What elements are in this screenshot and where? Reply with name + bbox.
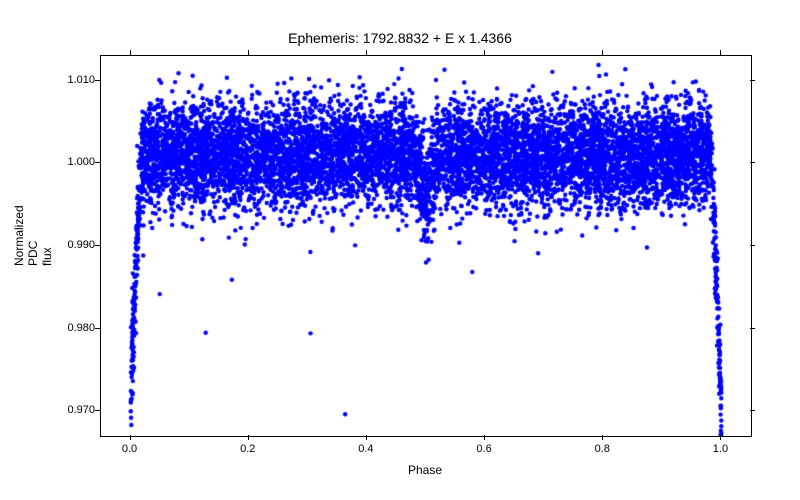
x-tick-label: 0.2 [240, 443, 255, 455]
y-tick-label: 0.970 [55, 404, 95, 416]
x-tick-mark [602, 435, 603, 440]
x-tick-mark [366, 50, 367, 55]
x-tick-mark [366, 435, 367, 440]
x-axis-label: Phase [100, 463, 750, 477]
x-tick-mark [602, 50, 603, 55]
figure: Ephemeris: 1792.8832 + E x 1.4366 Normal… [0, 0, 800, 500]
x-tick-mark [130, 50, 131, 55]
y-tick-mark [95, 410, 100, 411]
y-tick-mark [750, 80, 755, 81]
x-tick-mark [248, 435, 249, 440]
y-tick-mark [95, 80, 100, 81]
plot-area [100, 55, 752, 437]
y-tick-label: 1.010 [55, 74, 95, 86]
y-tick-mark [95, 328, 100, 329]
x-tick-label: 1.0 [713, 443, 728, 455]
x-tick-label: 0.4 [358, 443, 373, 455]
x-tick-mark [484, 435, 485, 440]
y-tick-label: 1.000 [55, 156, 95, 168]
y-tick-mark [95, 245, 100, 246]
x-tick-mark [720, 50, 721, 55]
y-axis-label: Normalized PDC flux [12, 250, 54, 266]
y-tick-label: 0.990 [55, 239, 95, 251]
y-tick-mark [750, 245, 755, 246]
y-tick-mark [95, 162, 100, 163]
x-tick-label: 0.6 [476, 443, 491, 455]
chart-title: Ephemeris: 1792.8832 + E x 1.4366 [0, 30, 800, 46]
x-tick-mark [248, 50, 249, 55]
y-tick-label: 0.980 [55, 322, 95, 334]
x-tick-label: 0.8 [595, 443, 610, 455]
scatter-canvas [101, 56, 751, 436]
x-tick-mark [484, 50, 485, 55]
x-tick-mark [720, 435, 721, 440]
x-tick-mark [130, 435, 131, 440]
y-tick-mark [750, 328, 755, 329]
y-tick-mark [750, 162, 755, 163]
x-tick-label: 0.0 [122, 443, 137, 455]
y-tick-mark [750, 410, 755, 411]
